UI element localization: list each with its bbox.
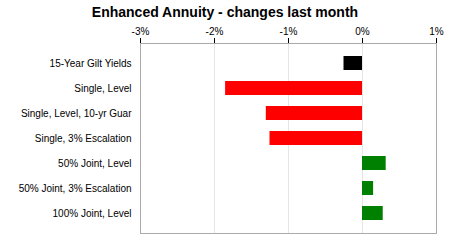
svg-text:-1%: -1% xyxy=(280,26,298,37)
svg-text:100% Joint, Level: 100% Joint, Level xyxy=(53,208,132,219)
svg-text:50% Joint, Level: 50% Joint, Level xyxy=(58,158,131,169)
svg-text:0%: 0% xyxy=(355,26,370,37)
svg-text:Single, Level, 10-yr Guar: Single, Level, 10-yr Guar xyxy=(21,108,132,119)
svg-text:1%: 1% xyxy=(429,26,444,37)
svg-text:Single, 3% Escalation: Single, 3% Escalation xyxy=(35,133,132,144)
svg-text:-3%: -3% xyxy=(132,26,150,37)
html-text:Enhanced Annuity - changes las: Enhanced Annuity - changes last month xyxy=(91,4,359,20)
svg-text:15-Year Gilt Yields: 15-Year Gilt Yields xyxy=(50,58,132,69)
svg-text:Single, Level: Single, Level xyxy=(74,83,131,94)
svg-text:50% Joint, 3% Escalation: 50% Joint, 3% Escalation xyxy=(19,183,132,194)
svg-text:-2%: -2% xyxy=(206,26,224,37)
